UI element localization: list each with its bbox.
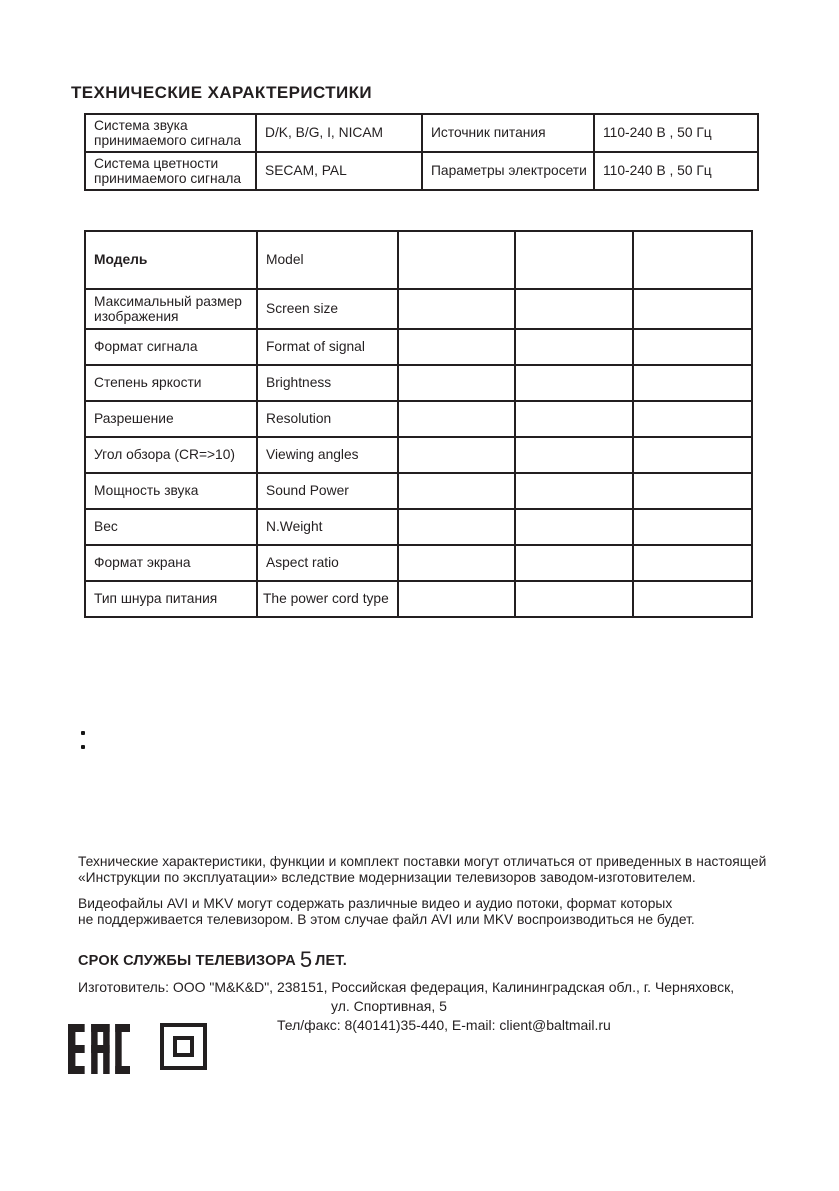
table-cell-empty — [514, 544, 634, 582]
note-specs-may-differ: Технические характеристики, функции и ко… — [78, 854, 766, 886]
table-row: Максимальный размер изображения Screen s… — [84, 288, 753, 330]
table-cell-empty — [397, 580, 516, 618]
table-cell-empty — [397, 508, 516, 546]
table-cell-empty — [632, 544, 753, 582]
table-cell-weight-ru: Вес — [84, 508, 258, 546]
table-cell-resolution-en: Resolution — [256, 400, 399, 438]
table-cell-sound-system-value: D/K, B/G, I, NICAM — [255, 113, 423, 153]
table-cell-empty — [397, 288, 516, 330]
table-row: Система цветности принимаемого сигнала S… — [84, 151, 759, 191]
note-line: «Инструкции по эксплуатации» вследствие … — [78, 870, 696, 885]
table-cell-resolution-ru: Разрешение — [84, 400, 258, 438]
table-row: Модель Model — [84, 230, 753, 290]
table-cell-brightness-en: Brightness — [256, 364, 399, 402]
table-cell-empty — [514, 328, 634, 366]
table-cell-color-system-value: SECAM, PAL — [255, 151, 423, 191]
table-cell-empty — [397, 230, 516, 290]
bullet-dot — [81, 731, 85, 735]
table-cell-empty — [514, 436, 634, 474]
table-cell-empty — [632, 364, 753, 402]
table-cell-model-en: Model — [256, 230, 399, 290]
manufacturer-contacts-line: Тел/факс: 8(40141)35-440, E-mail: client… — [277, 1017, 611, 1033]
power-spec-table: Система звука принимаемого сигнала D/K, … — [84, 113, 759, 191]
table-cell-power-source-label: Источник питания — [421, 113, 595, 153]
table-cell-viewing-angles-en: Viewing angles — [256, 436, 399, 474]
table-cell-empty — [514, 580, 634, 618]
note-line: Видеофайлы AVI и MKV могут содержать раз… — [78, 896, 673, 911]
table-cell-aspect-ratio-ru: Формат экрана — [84, 544, 258, 582]
table-cell-viewing-angles-ru: Угол обзора (CR=>10) — [84, 436, 258, 474]
table-row: Вес N.Weight — [84, 508, 753, 546]
table-row: Угол обзора (CR=>10) Viewing angles — [84, 436, 753, 474]
table-row: Мощность звука Sound Power — [84, 472, 753, 510]
table-row: Тип шнура питания The power cord type — [84, 580, 753, 618]
class-ii-double-insulation-icon — [160, 1023, 207, 1070]
bullet-dot — [81, 745, 85, 749]
table-row: Формат сигнала Format of signal — [84, 328, 753, 366]
page-title: ТЕХНИЧЕСКИЕ ХАРАКТЕРИСТИКИ — [71, 83, 373, 102]
table-row: Разрешение Resolution — [84, 400, 753, 438]
table-cell-empty — [397, 436, 516, 474]
manufacturer-address-line: ул. Спортивная, 5 — [331, 998, 447, 1014]
service-life-years-number: 5 — [299, 947, 313, 972]
class-ii-inner-square — [173, 1036, 194, 1057]
table-cell-sound-power-en: Sound Power — [256, 472, 399, 510]
table-cell-empty — [514, 230, 634, 290]
table-cell-empty — [397, 472, 516, 510]
table-cell-mains-params-label: Параметры электросети — [421, 151, 595, 191]
table-cell-color-system-label: Система цветности принимаемого сигнала — [84, 151, 257, 191]
table-cell-empty — [397, 328, 516, 366]
table-cell-empty — [632, 580, 753, 618]
table-cell-empty — [397, 364, 516, 402]
table-cell-empty — [632, 328, 753, 366]
note-video-files: Видеофайлы AVI и MKV могут содержать раз… — [78, 896, 695, 928]
table-cell-empty — [514, 364, 634, 402]
table-cell-empty — [632, 288, 753, 330]
service-life-statement: СРОК СЛУЖБЫ ТЕЛЕВИЗОРА 5 ЛЕТ. — [78, 947, 347, 973]
table-cell-signal-format-en: Format of signal — [256, 328, 399, 366]
table-cell-screen-size-ru: Максимальный размер изображения — [84, 288, 258, 330]
table-cell-sound-power-ru: Мощность звука — [84, 472, 258, 510]
table-cell-weight-en: N.Weight — [256, 508, 399, 546]
table-cell-empty — [514, 472, 634, 510]
table-cell-mains-params-value: 110-240 В , 50 Гц — [593, 151, 759, 191]
table-cell-empty — [397, 544, 516, 582]
service-life-prefix: СРОК СЛУЖБЫ ТЕЛЕВИЗОРА — [78, 953, 296, 969]
table-cell-empty — [632, 230, 753, 290]
table-cell-empty — [632, 472, 753, 510]
table-row: Система звука принимаемого сигнала D/K, … — [84, 113, 759, 153]
table-cell-empty — [397, 400, 516, 438]
table-row: Степень яркости Brightness — [84, 364, 753, 402]
table-cell-model-ru: Модель — [84, 230, 258, 290]
table-cell-empty — [632, 436, 753, 474]
table-cell-empty — [632, 508, 753, 546]
table-cell-empty — [514, 508, 634, 546]
note-line: не поддерживается телевизором. В этом сл… — [78, 912, 695, 927]
table-cell-sound-system-label: Система звука принимаемого сигнала — [84, 113, 257, 153]
model-spec-table: Модель Model Максимальный размер изображ… — [84, 230, 753, 618]
table-cell-signal-format-ru: Формат сигнала — [84, 328, 258, 366]
manufacturer-line: Изготовитель: ООО "M&K&D", 238151, Росси… — [78, 979, 735, 995]
service-life-suffix: ЛЕТ. — [315, 953, 348, 969]
table-row: Формат экрана Aspect ratio — [84, 544, 753, 582]
table-cell-empty — [632, 400, 753, 438]
table-cell-empty — [514, 288, 634, 330]
table-cell-power-source-value: 110-240 В , 50 Гц — [593, 113, 759, 153]
table-cell-power-cord-ru: Тип шнура питания — [84, 580, 258, 618]
note-line: Технические характеристики, функции и ко… — [78, 854, 767, 869]
table-cell-power-cord-en: The power cord type — [256, 580, 399, 618]
table-cell-aspect-ratio-en: Aspect ratio — [256, 544, 399, 582]
table-cell-empty — [514, 400, 634, 438]
table-cell-screen-size-en: Screen size — [256, 288, 399, 330]
eac-mark-icon — [68, 1024, 130, 1074]
table-cell-brightness-ru: Степень яркости — [84, 364, 258, 402]
